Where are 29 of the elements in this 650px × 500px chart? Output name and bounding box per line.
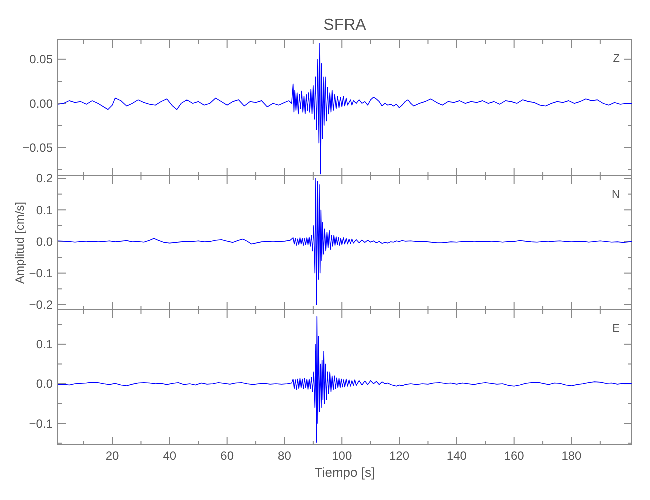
y-tick-label: 0.1 <box>36 203 54 218</box>
line-series <box>58 178 632 306</box>
y-tick-label: 0.1 <box>36 338 54 352</box>
x-tick-label: 120 <box>390 449 410 463</box>
annotation: E <box>612 323 620 335</box>
y-tick-label: 0.00 <box>30 96 54 111</box>
y-tick-label: −0.1 <box>29 266 54 281</box>
chart-title: SFRA <box>324 17 367 34</box>
x-tick-label: 40 <box>163 449 177 463</box>
y-tick-label: −0.05 <box>22 140 54 155</box>
x-tick-label: 100 <box>332 449 352 463</box>
y-tick-label: −0.2 <box>29 298 54 312</box>
x-tick-label: 60 <box>220 449 234 463</box>
x-axis-title: Tiempo [s] <box>314 465 376 480</box>
x-tick-label: 80 <box>278 449 292 463</box>
y-tick-label: 0.0 <box>36 234 54 249</box>
x-tick-label: 140 <box>446 449 468 463</box>
y-tick-label: 0.2 <box>36 172 54 186</box>
x-tick-label: 20 <box>106 449 120 463</box>
line-series <box>58 316 632 444</box>
y-tick-label: −0.1 <box>29 416 54 431</box>
y-axis-title: Amplitud [cm/s] <box>13 202 27 284</box>
y-tick-label: 0.05 <box>30 52 54 67</box>
annotation: Z <box>613 53 620 65</box>
x-tick-label: 160 <box>504 449 525 463</box>
line-series <box>58 43 632 175</box>
annotation: N <box>612 189 620 201</box>
x-tick-label: 180 <box>562 449 582 463</box>
y-tick-label: 0.0 <box>36 377 54 392</box>
